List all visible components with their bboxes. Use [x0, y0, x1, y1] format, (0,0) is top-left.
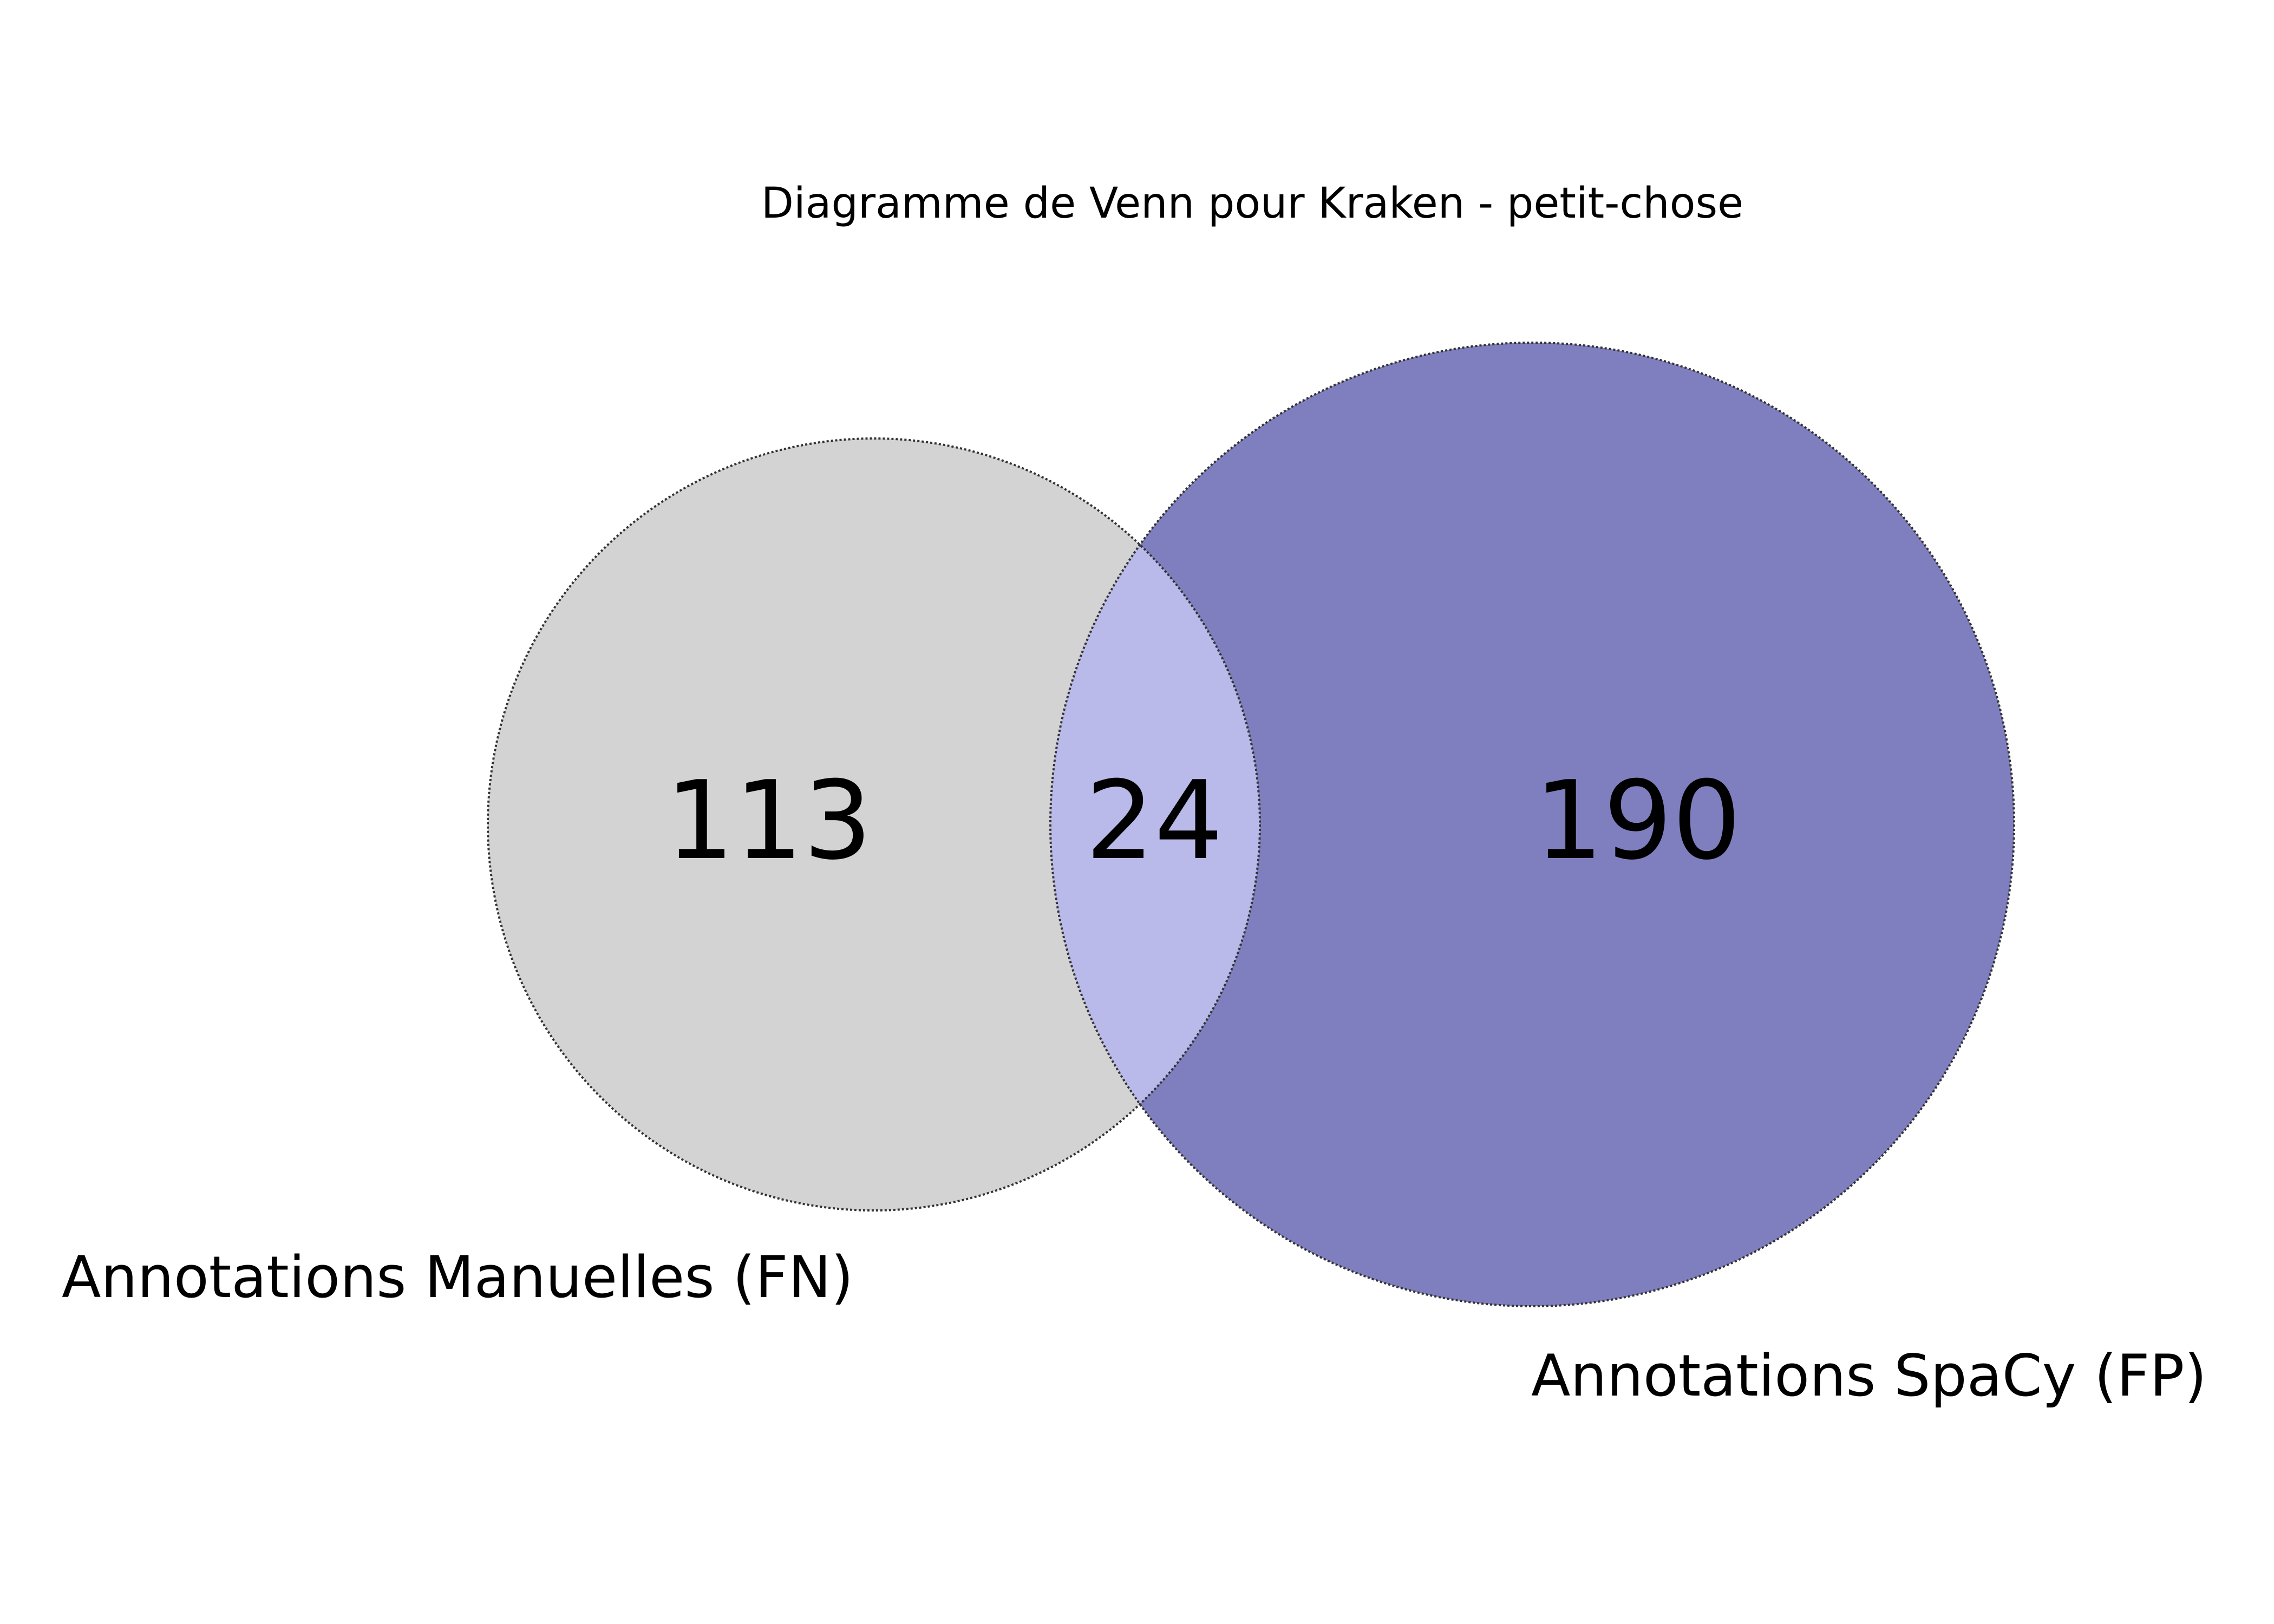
- set-left-circle: [488, 438, 1260, 1210]
- set-label-left: Annotations Manuelles (FN): [62, 1244, 853, 1311]
- region-label-right-only: 190: [1534, 758, 1741, 884]
- set-right-circle: [1050, 343, 2014, 1306]
- region-label-left-only: 113: [665, 758, 872, 884]
- region-label-intersection: 24: [1086, 758, 1224, 884]
- set-right-outline: [1049, 342, 2015, 1307]
- set-label-right: Annotations SpaCy (FP): [1531, 1343, 2207, 1409]
- diagram-title: Diagramme de Venn pour Kraken - petit-ch…: [761, 179, 1743, 228]
- set-left-outline: [487, 437, 1261, 1212]
